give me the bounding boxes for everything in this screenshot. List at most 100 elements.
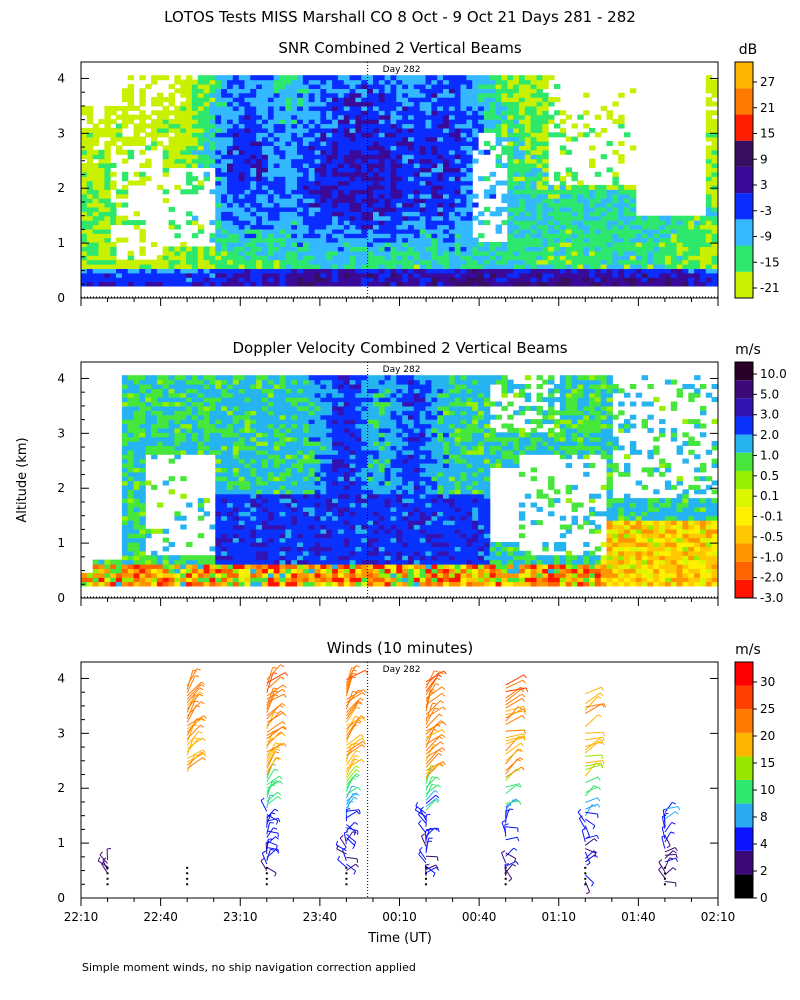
heatmap-cell [612, 149, 619, 155]
heatmap-cell [98, 250, 105, 256]
heatmap-cell [174, 268, 181, 274]
heatmap-cell [694, 264, 701, 269]
heatmap-cell [104, 220, 111, 226]
heatmap-cell [121, 277, 129, 283]
heatmap-cell [483, 189, 491, 195]
heatmap-cell [308, 75, 316, 81]
heatmap-cell [437, 224, 444, 230]
heatmap-cell [437, 202, 444, 208]
heatmap-cell [536, 136, 543, 142]
heatmap-cell [408, 211, 415, 217]
heatmap-cell [437, 136, 444, 142]
heatmap-cell [518, 228, 526, 234]
heatmap-cell [273, 158, 281, 164]
heatmap-cell [454, 119, 462, 125]
heatmap-cell [262, 92, 269, 98]
heatmap-cell [408, 79, 415, 85]
heatmap-cell [320, 163, 327, 168]
heatmap-cell [232, 397, 240, 403]
heatmap-cell [127, 537, 135, 543]
heatmap-cell [431, 141, 438, 146]
heatmap-cell [297, 88, 304, 94]
heatmap-cell [215, 75, 222, 81]
heatmap-cell [151, 432, 158, 438]
heatmap-cell [513, 136, 520, 142]
heatmap-cell [408, 242, 415, 247]
heatmap-cell [145, 405, 152, 411]
heatmap-cell [337, 171, 345, 177]
heatmap-cell [209, 581, 216, 587]
heatmap-cell [594, 268, 602, 274]
heatmap-cell [542, 180, 549, 186]
heatmap-cell [332, 154, 339, 160]
heatmap-cell [86, 215, 94, 221]
heatmap-cell [139, 92, 146, 98]
heatmap-cell [285, 141, 292, 146]
heatmap-cell [384, 211, 391, 217]
heatmap-cell [98, 193, 105, 199]
heatmap-cell [530, 228, 537, 234]
heatmap-cell [437, 180, 444, 186]
heatmap-cell [478, 92, 485, 98]
heatmap-cell [326, 184, 333, 190]
heatmap-cell [127, 480, 135, 486]
heatmap-cell [221, 145, 228, 151]
heatmap-cell [361, 277, 368, 283]
heatmap-cell [209, 114, 216, 120]
heatmap-cell [472, 88, 479, 94]
heatmap-cell [238, 158, 246, 164]
heatmap-cell [174, 577, 181, 583]
heatmap-cell [308, 88, 316, 94]
heatmap-cell [81, 228, 88, 234]
heatmap-cell [273, 281, 281, 287]
heatmap-cell [589, 198, 596, 204]
heatmap-cell [81, 259, 88, 265]
heatmap-cell [221, 463, 228, 468]
heatmap-cell [565, 198, 573, 204]
heatmap-cell [267, 119, 275, 125]
heatmap-cell [507, 110, 514, 116]
heatmap-cell [413, 281, 421, 287]
heatmap-cell [606, 110, 613, 116]
heatmap-cell [250, 237, 257, 243]
heatmap-cell [612, 206, 619, 212]
heatmap-cell [116, 215, 123, 221]
heatmap-cell [221, 149, 228, 155]
heatmap-cell [711, 242, 718, 247]
heatmap-cell [402, 215, 409, 221]
heatmap-cell [256, 277, 263, 283]
heatmap-cell [524, 84, 532, 89]
heatmap-cell [711, 277, 718, 283]
heatmap-cell [635, 224, 643, 230]
heatmap-cell [635, 233, 643, 239]
heatmap-cell [530, 242, 537, 247]
heatmap-cell [127, 515, 135, 521]
heatmap-cell [332, 84, 339, 89]
heatmap-cell [238, 123, 246, 129]
heatmap-cell [694, 259, 701, 265]
heatmap-cell [355, 176, 362, 182]
heatmap-cell [408, 277, 415, 283]
heatmap-cell [121, 564, 129, 569]
heatmap-cell [384, 84, 391, 89]
heatmap-cell [390, 189, 397, 195]
heatmap-cell [308, 114, 316, 120]
heatmap-cell [232, 524, 240, 530]
heatmap-cell [378, 184, 386, 190]
heatmap-cell [425, 176, 432, 182]
heatmap-cell [659, 246, 666, 252]
heatmap-cell [425, 198, 432, 204]
heatmap-cell [308, 163, 316, 168]
heatmap-cell [110, 119, 117, 125]
heatmap-cell [133, 259, 140, 265]
heatmap-cell [121, 476, 129, 482]
heatmap-cell [145, 423, 152, 429]
heatmap-cell [373, 180, 380, 186]
heatmap-cell [431, 202, 438, 208]
doppler-panel-title: Doppler Velocity Combined 2 Vertical Bea… [232, 339, 567, 357]
heatmap-cell [612, 202, 619, 208]
heatmap-cell [402, 97, 409, 103]
heatmap-cell [227, 127, 234, 133]
heatmap-cell [121, 110, 129, 116]
heatmap-cell [700, 246, 707, 252]
